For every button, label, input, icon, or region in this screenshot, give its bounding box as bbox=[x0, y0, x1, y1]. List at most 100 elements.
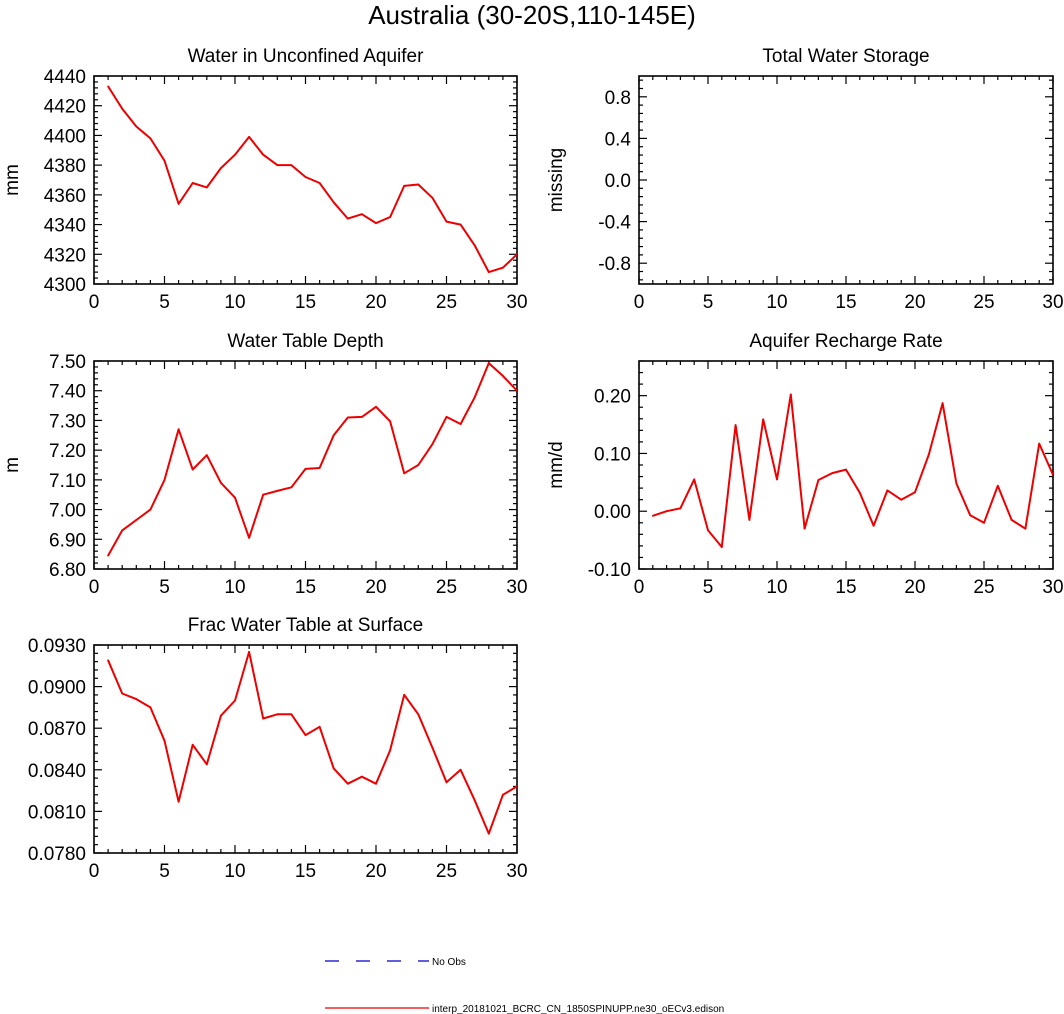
x-tick-label: 30 bbox=[1042, 292, 1063, 313]
y-tick-label: 4320 bbox=[44, 245, 86, 266]
data-point bbox=[487, 362, 490, 364]
x-tick-label: 15 bbox=[295, 292, 316, 313]
plot-frame bbox=[93, 360, 518, 570]
data-point bbox=[417, 183, 420, 186]
data-point bbox=[220, 167, 222, 170]
data-point bbox=[191, 743, 194, 746]
y-tick-label: 7.10 bbox=[49, 471, 86, 492]
data-point bbox=[149, 508, 152, 511]
data-point bbox=[1010, 519, 1013, 521]
data-point bbox=[135, 519, 138, 521]
panel-title: Aquifer Recharge Rate bbox=[749, 331, 942, 352]
data-point bbox=[163, 159, 166, 162]
data-point bbox=[431, 443, 434, 446]
data-point bbox=[1052, 473, 1053, 476]
data-point bbox=[290, 713, 293, 716]
data-point bbox=[502, 793, 504, 796]
data-point bbox=[665, 510, 668, 513]
data-point bbox=[318, 725, 321, 728]
y-tick-label: 6.90 bbox=[49, 530, 86, 551]
y-tick-label: 4420 bbox=[44, 97, 86, 118]
data-point bbox=[831, 472, 834, 474]
data-point bbox=[516, 389, 517, 392]
y-tick-label: 4340 bbox=[44, 216, 86, 237]
data-point bbox=[473, 799, 476, 802]
data-point bbox=[1038, 442, 1041, 445]
data-point bbox=[149, 706, 152, 709]
data-point bbox=[205, 763, 208, 766]
data-point bbox=[445, 781, 448, 784]
data-point bbox=[304, 734, 307, 736]
data-point bbox=[163, 739, 166, 742]
legend: No Obs interp_20181021_BCRC_CN_1850SPINUP… bbox=[325, 957, 724, 1014]
x-tick-label: 15 bbox=[835, 577, 856, 598]
x-tick-label: 20 bbox=[904, 577, 925, 598]
x-tick-label: 5 bbox=[703, 577, 714, 598]
data-point bbox=[220, 481, 222, 484]
x-tick-label: 10 bbox=[766, 292, 787, 313]
data-point bbox=[177, 202, 180, 205]
y-tick-label: 4360 bbox=[44, 186, 86, 207]
data-point bbox=[276, 713, 279, 716]
panel-title: Total Water Storage bbox=[762, 46, 929, 67]
y-tick-label: 7.40 bbox=[49, 382, 86, 403]
data-point bbox=[817, 479, 820, 481]
data-point bbox=[361, 775, 363, 778]
data-point bbox=[332, 767, 335, 770]
data-point bbox=[304, 176, 307, 178]
data-point bbox=[205, 454, 208, 457]
x-tick-label: 10 bbox=[224, 292, 245, 313]
x-tick-label: 20 bbox=[365, 292, 386, 313]
x-tick-label: 5 bbox=[703, 292, 714, 313]
data-point bbox=[304, 468, 307, 470]
data-point bbox=[163, 479, 166, 481]
plot-frame bbox=[638, 360, 1054, 570]
series-line bbox=[107, 85, 517, 274]
data-point bbox=[417, 464, 420, 466]
data-point bbox=[290, 164, 293, 167]
data-point bbox=[262, 153, 265, 156]
data-point bbox=[234, 153, 236, 156]
y-tick-label: 0.0870 bbox=[28, 719, 86, 740]
x-tick-label: 5 bbox=[159, 292, 170, 313]
data-point bbox=[220, 714, 222, 717]
y-axis-label: mm/d bbox=[546, 441, 567, 489]
data-point bbox=[346, 217, 349, 220]
data-point bbox=[234, 699, 236, 702]
data-point bbox=[375, 222, 377, 225]
data-point bbox=[262, 717, 265, 720]
x-tick-label: 30 bbox=[1042, 577, 1063, 598]
data-point bbox=[389, 749, 391, 752]
x-tick-label: 0 bbox=[89, 292, 100, 313]
legend-label: interp_20181021_BCRC_CN_1850SPINUPP.ne30… bbox=[432, 1004, 724, 1014]
data-point bbox=[191, 182, 194, 184]
data-point bbox=[389, 420, 391, 423]
data-point bbox=[318, 467, 321, 469]
x-tick-label: 25 bbox=[973, 292, 994, 313]
x-tick-label: 20 bbox=[365, 861, 386, 882]
y-tick-label: -0.8 bbox=[598, 254, 631, 275]
x-tick-label: 30 bbox=[506, 292, 527, 313]
y-tick-label: 0.0810 bbox=[28, 802, 86, 823]
data-point bbox=[431, 196, 434, 199]
data-point bbox=[473, 244, 476, 247]
data-point bbox=[927, 453, 930, 456]
panel-4: Frac Water Table at Surface 0 5 10 15 20 25 30 0… bbox=[28, 615, 528, 882]
data-point bbox=[459, 768, 462, 771]
panel-title: Frac Water Table at Surface bbox=[188, 615, 424, 636]
data-point bbox=[502, 375, 504, 377]
data-point bbox=[276, 164, 279, 167]
x-tick-label: 20 bbox=[365, 577, 386, 598]
data-point bbox=[346, 782, 349, 785]
data-point bbox=[459, 223, 462, 226]
y-tick-label: 0.0780 bbox=[28, 844, 86, 865]
x-tick-label: 25 bbox=[973, 577, 994, 598]
data-point bbox=[248, 536, 251, 539]
panel-title: Water Table Depth bbox=[227, 331, 383, 352]
x-tick-label: 20 bbox=[904, 292, 925, 313]
data-point bbox=[886, 489, 889, 492]
y-tick-label: 7.20 bbox=[49, 441, 86, 462]
data-point bbox=[445, 416, 448, 418]
data-point bbox=[487, 271, 490, 273]
